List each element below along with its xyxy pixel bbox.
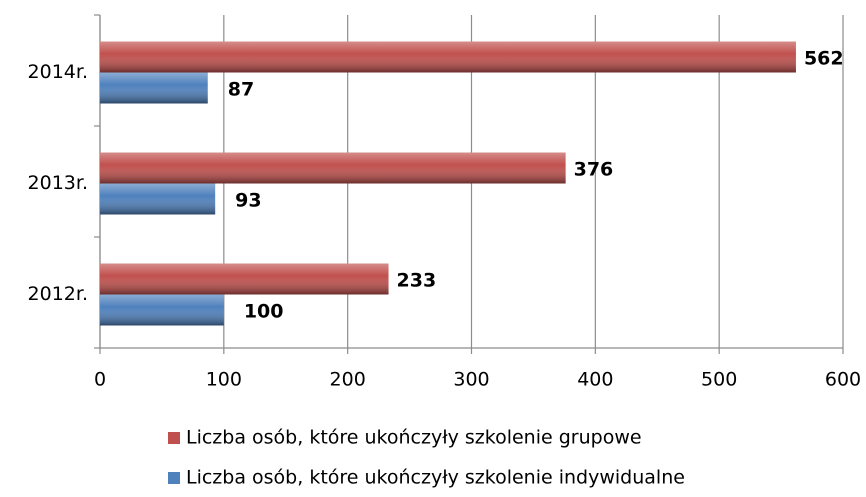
y-tick-label: 2012r. [28, 283, 88, 305]
value-label: 87 [228, 79, 254, 101]
bar-shade [100, 152, 566, 184]
value-label: 93 [235, 190, 261, 212]
bar-shade [100, 72, 208, 104]
x-tick-label: 200 [330, 369, 366, 391]
x-tick-label: 100 [206, 369, 242, 391]
y-tick-label: 2014r. [28, 61, 88, 83]
x-tick-label: 300 [453, 369, 489, 391]
value-label: 376 [574, 159, 614, 181]
x-tick-label: 500 [701, 369, 737, 391]
bar-shade [100, 183, 216, 215]
value-label: 562 [804, 48, 844, 70]
x-tick-label: 600 [825, 369, 861, 391]
legend-swatch [168, 472, 180, 484]
value-label: 100 [244, 301, 284, 323]
x-tick-label: 400 [577, 369, 613, 391]
y-tick-label: 2013r. [28, 172, 88, 194]
value-label: 233 [397, 270, 437, 292]
legend-swatch [168, 432, 180, 444]
legend-label: Liczba osób, które ukończyły szkolenie g… [186, 427, 642, 449]
x-tick-label: 0 [94, 369, 106, 391]
bar-shade [100, 263, 389, 295]
bar-shade [100, 294, 224, 326]
bar-shade [100, 41, 796, 73]
legend-label: Liczba osób, które ukończyły szkolenie i… [186, 467, 685, 489]
